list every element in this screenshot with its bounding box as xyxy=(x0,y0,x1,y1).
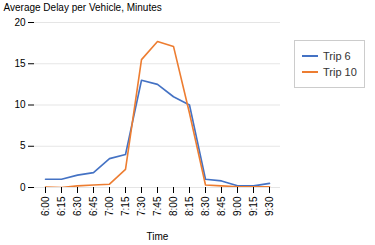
svg-text:Time: Time xyxy=(147,231,169,242)
svg-text:6:00: 6:00 xyxy=(40,196,51,216)
svg-text:0: 0 xyxy=(20,182,26,193)
svg-text:15: 15 xyxy=(14,58,26,69)
svg-text:8:45: 8:45 xyxy=(216,196,227,216)
svg-text:9:30: 9:30 xyxy=(264,196,275,216)
svg-text:8:15: 8:15 xyxy=(184,196,195,216)
svg-text:10: 10 xyxy=(14,99,26,110)
svg-text:6:15: 6:15 xyxy=(56,196,67,216)
svg-text:9:00: 9:00 xyxy=(232,196,243,216)
svg-text:6:30: 6:30 xyxy=(72,196,83,216)
html-text:Trip 6: Trip 6 xyxy=(323,50,351,62)
svg-text:8:30: 8:30 xyxy=(200,196,211,216)
svg-text:7:45: 7:45 xyxy=(152,196,163,216)
svg-text:5: 5 xyxy=(20,140,26,151)
svg-text:6:45: 6:45 xyxy=(88,196,99,216)
svg-text:7:30: 7:30 xyxy=(136,196,147,216)
html-text:Trip 10: Trip 10 xyxy=(323,66,357,78)
svg-text:7:00: 7:00 xyxy=(104,196,115,216)
svg-text:Average Delay per Vehicle, Min: Average Delay per Vehicle, Minutes xyxy=(4,2,162,13)
svg-text:20: 20 xyxy=(14,17,26,28)
svg-text:9:15: 9:15 xyxy=(248,196,259,216)
svg-text:7:15: 7:15 xyxy=(120,196,131,216)
svg-text:8:00: 8:00 xyxy=(168,196,179,216)
